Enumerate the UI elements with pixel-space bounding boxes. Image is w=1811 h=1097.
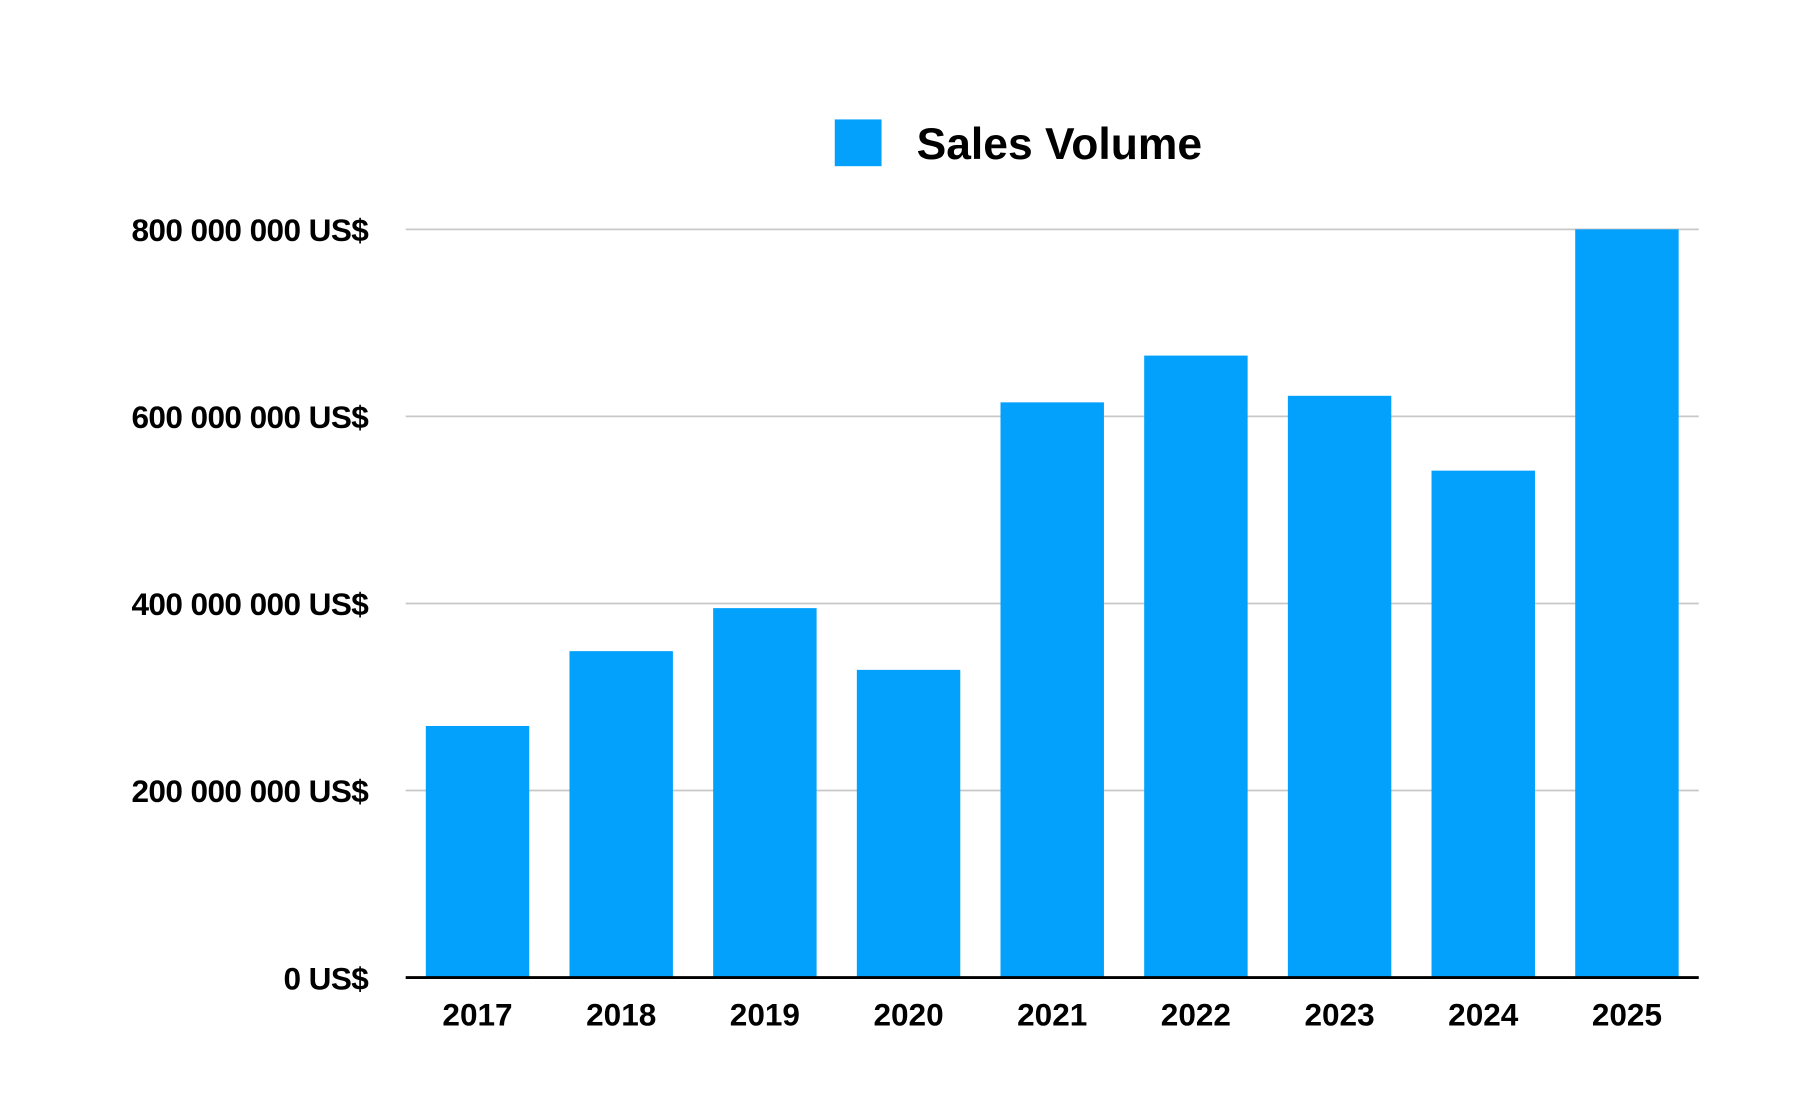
bar-2024	[1431, 470, 1535, 978]
bar-2023	[1287, 395, 1392, 978]
y-tick-label: 600 000 000 US$	[131, 399, 369, 435]
legend: Sales Volume	[834, 119, 1202, 169]
x-tick-label: 2021	[1017, 997, 1087, 1033]
x-tick-label: 2022	[1161, 997, 1231, 1033]
bar-2018	[569, 651, 673, 978]
bar-2017	[425, 725, 530, 978]
bar-2025	[1575, 229, 1679, 978]
y-tick-label: 800 000 000 US$	[131, 212, 369, 248]
bar-2020	[856, 669, 961, 978]
bar-2021	[1000, 402, 1104, 978]
x-tick-label: 2018	[586, 997, 656, 1033]
y-axis-ticks: 0 US$ 200 000 000 US$ 400 000 000 US$ 600 0…	[131, 212, 369, 996]
x-tick-label: 2023	[1304, 997, 1374, 1033]
y-tick-label: 0 US$	[284, 960, 370, 996]
bar-2022	[1144, 355, 1248, 978]
legend-label: Sales Volume	[917, 120, 1202, 169]
legend-swatch	[834, 119, 882, 167]
x-tick-label: 2024	[1448, 997, 1519, 1033]
x-tick-label: 2019	[730, 997, 800, 1033]
x-tick-label: 2020	[873, 997, 943, 1033]
y-tick-label: 400 000 000 US$	[131, 586, 369, 622]
x-tick-label: 2017	[442, 997, 512, 1033]
x-axis-ticks: 2017 2018 2019 2020 2021 2022 2023 2024 2025	[442, 997, 1662, 1033]
y-tick-label: 200 000 000 US$	[131, 773, 369, 809]
bar-2019	[713, 608, 817, 978]
bars	[425, 229, 1679, 978]
x-tick-label: 2025	[1592, 997, 1662, 1033]
